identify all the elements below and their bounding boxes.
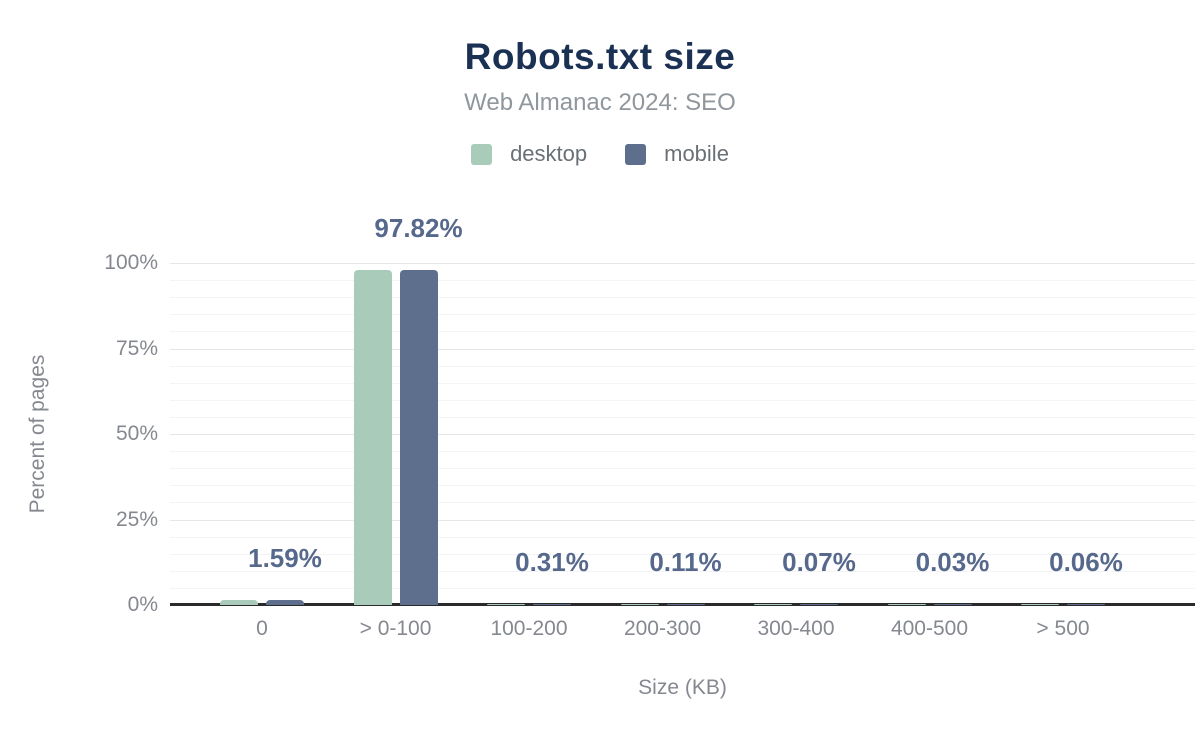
y-tick-label: 25% bbox=[115, 507, 158, 531]
gridline-minor bbox=[170, 382, 1195, 384]
x-tick-label: > 500 bbox=[1036, 617, 1090, 640]
gridline-minor bbox=[170, 399, 1195, 401]
bar-desktop-4[interactable] bbox=[754, 604, 792, 605]
gridline-minor bbox=[170, 297, 1195, 299]
gridline-minor bbox=[170, 314, 1195, 316]
gridline-minor bbox=[170, 280, 1195, 282]
x-tick-label: 400-500 bbox=[890, 617, 969, 640]
y-axis-title: Percent of pages bbox=[26, 354, 49, 514]
y-tick-label: 0% bbox=[127, 593, 158, 616]
legend: desktop mobile bbox=[0, 141, 1200, 167]
gridline-minor bbox=[170, 365, 1195, 367]
mobile-legend-swatch-icon bbox=[625, 143, 647, 165]
gridline-minor bbox=[170, 536, 1195, 538]
x-axis-title: Size (KB) bbox=[638, 676, 727, 699]
x-tick-label: 200-300 bbox=[623, 617, 702, 640]
data-label: 0.03% bbox=[915, 547, 990, 577]
data-label: 0.07% bbox=[782, 547, 856, 577]
data-label: 1.59% bbox=[248, 542, 322, 573]
gridline-major bbox=[170, 519, 1195, 521]
bar-desktop-2[interactable] bbox=[487, 603, 525, 605]
x-tick-label: > 0-100 bbox=[359, 617, 432, 640]
gridline-minor bbox=[170, 416, 1195, 418]
bar-desktop-5[interactable] bbox=[887, 604, 926, 605]
gridline-minor bbox=[170, 485, 1195, 487]
data-label: 0.06% bbox=[1049, 547, 1123, 577]
data-label: 97.82% bbox=[374, 213, 463, 244]
bar-desktop-0[interactable] bbox=[220, 599, 258, 605]
gridline-major bbox=[170, 434, 1195, 435]
bar-desktop-6[interactable] bbox=[1021, 604, 1059, 605]
bar-mobile-1[interactable] bbox=[399, 270, 438, 605]
bar-mobile-5[interactable] bbox=[933, 604, 972, 605]
y-tick-label: 50% bbox=[115, 422, 158, 445]
x-tick-label: 0 bbox=[256, 617, 268, 640]
gridline-minor bbox=[170, 451, 1195, 453]
chart-subtitle: Web Almanac 2024: SEO bbox=[464, 89, 736, 116]
chart-title: Robots.txt size bbox=[464, 36, 736, 77]
bar-mobile-3[interactable] bbox=[666, 604, 705, 605]
gridline-major bbox=[170, 263, 1195, 264]
gridline-minor bbox=[170, 331, 1195, 333]
bar-mobile-4[interactable] bbox=[800, 604, 838, 605]
desktop-legend-swatch-icon bbox=[471, 143, 493, 165]
data-label: 0.11% bbox=[649, 547, 722, 577]
bar-mobile-2[interactable] bbox=[533, 603, 571, 605]
legend-label-desktop: desktop bbox=[510, 141, 588, 166]
y-tick-label: 100% bbox=[104, 251, 158, 274]
gridline-minor bbox=[170, 468, 1195, 470]
data-label: 0.31% bbox=[515, 546, 589, 577]
x-tick-label: 100-200 bbox=[490, 617, 568, 640]
bar-mobile-0[interactable] bbox=[266, 599, 304, 605]
x-tick-label: 300-400 bbox=[757, 617, 835, 640]
bar-mobile-6[interactable] bbox=[1067, 604, 1105, 605]
legend-item-desktop[interactable]: desktop bbox=[471, 141, 587, 167]
bar-desktop-1[interactable] bbox=[353, 270, 392, 605]
gridline-minor bbox=[170, 502, 1195, 504]
gridline-minor bbox=[170, 587, 1195, 589]
gridline-minor bbox=[170, 553, 1195, 555]
legend-label-mobile: mobile bbox=[664, 141, 729, 166]
gridline-minor bbox=[170, 570, 1195, 572]
legend-item-mobile[interactable]: mobile bbox=[625, 141, 729, 167]
bar-desktop-3[interactable] bbox=[620, 604, 659, 605]
y-tick-label: 75% bbox=[115, 336, 158, 360]
gridline-major bbox=[170, 348, 1195, 350]
